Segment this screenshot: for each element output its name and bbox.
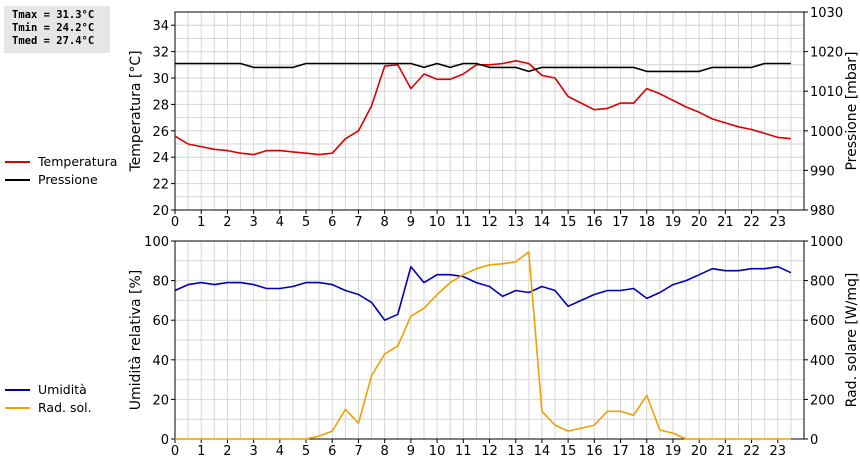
x-tick-label: 13 bbox=[507, 444, 524, 459]
y-tick-label: 34 bbox=[152, 19, 169, 34]
x-tick-label: 16 bbox=[586, 444, 603, 459]
x-tick-label: 13 bbox=[507, 215, 524, 230]
y-tick-label: 28 bbox=[152, 98, 169, 113]
y2-tick-label: 1010 bbox=[810, 85, 843, 100]
y2-tick-label: 400 bbox=[810, 354, 835, 369]
y2-tick-label: 0 bbox=[810, 433, 818, 448]
y2-axis-label: Pressione [mbar] bbox=[844, 51, 860, 170]
x-tick-label: 8 bbox=[381, 215, 389, 230]
x-tick-label: 2 bbox=[223, 444, 231, 459]
x-tick-label: 17 bbox=[612, 444, 629, 459]
x-tick-label: 2 bbox=[223, 215, 231, 230]
x-tick-label: 11 bbox=[455, 215, 472, 230]
x-tick-label: 8 bbox=[381, 444, 389, 459]
y2-tick-label: 990 bbox=[810, 164, 835, 179]
y-tick-label: 32 bbox=[152, 46, 169, 61]
x-tick-label: 9 bbox=[407, 215, 415, 230]
y-tick-label: 24 bbox=[152, 151, 169, 166]
y-tick-label: 100 bbox=[144, 235, 169, 250]
x-tick-label: 19 bbox=[665, 215, 682, 230]
x-tick-label: 12 bbox=[481, 444, 498, 459]
y2-tick-label: 1000 bbox=[810, 235, 843, 250]
x-tick-label: 1 bbox=[197, 215, 205, 230]
series-line-left bbox=[174, 265, 792, 322]
x-tick-label: 10 bbox=[429, 215, 446, 230]
humidity-radiation-chart: 0 1 2 3 4 5 6 7 8 9 10 11 12 13 14 15 16 17 18 19 20 21 22 2302… bbox=[5, 235, 860, 459]
stat-tmin: Tmin = 24.2°C bbox=[12, 22, 95, 34]
y-tick-label: 22 bbox=[152, 178, 169, 193]
legend-label: Pressione bbox=[38, 172, 98, 187]
grid bbox=[174, 11, 805, 211]
x-tick-label: 0 bbox=[171, 215, 179, 230]
x-tick-label: 4 bbox=[276, 444, 284, 459]
x-tick-label: 21 bbox=[717, 215, 734, 230]
y-tick-label: 20 bbox=[152, 204, 169, 219]
x-tick-label: 21 bbox=[717, 444, 734, 459]
x-tick-label: 5 bbox=[302, 444, 310, 459]
legend-label: Umidità bbox=[38, 382, 87, 397]
x-tick-label: 4 bbox=[276, 215, 284, 230]
legend-label: Rad. sol. bbox=[38, 400, 92, 415]
series-line-right bbox=[175, 62, 791, 73]
y2-axis-label: Rad. solare [W/mq] bbox=[844, 273, 860, 408]
x-tick-label: 11 bbox=[455, 444, 472, 459]
y-tick-label: 0 bbox=[161, 433, 169, 448]
y-tick-label: 26 bbox=[152, 125, 169, 140]
x-tick-label: 15 bbox=[560, 215, 577, 230]
x-tick-label: 16 bbox=[586, 215, 603, 230]
x-tick-label: 12 bbox=[481, 215, 498, 230]
x-tick-label: 7 bbox=[354, 215, 362, 230]
x-tick-label: 7 bbox=[354, 444, 362, 459]
x-tick-label: 18 bbox=[638, 444, 655, 459]
y-tick-label: 40 bbox=[152, 354, 169, 369]
x-tick-label: 10 bbox=[429, 444, 446, 459]
y2-tick-label: 1000 bbox=[810, 125, 843, 140]
x-tick-label: 14 bbox=[534, 444, 551, 459]
y2-tick-label: 980 bbox=[810, 204, 835, 219]
temperature-pressure-chart: 0 1 2 3 4 5 6 7 8 9 10 11 12 13 14 15 16 17 18 19 20 21 22 2320… bbox=[5, 6, 860, 230]
x-tick-label: 15 bbox=[560, 444, 577, 459]
legend-label: Temperatura bbox=[37, 154, 117, 169]
y-tick-label: 80 bbox=[152, 275, 169, 290]
y2-tick-label: 1030 bbox=[810, 6, 843, 21]
y-tick-label: 20 bbox=[152, 393, 169, 408]
x-tick-label: 9 bbox=[407, 444, 415, 459]
x-tick-label: 22 bbox=[743, 444, 760, 459]
x-tick-label: 0 bbox=[171, 444, 179, 459]
x-tick-label: 3 bbox=[249, 215, 257, 230]
x-tick-label: 14 bbox=[534, 215, 551, 230]
y-tick-label: 30 bbox=[152, 72, 169, 87]
y-axis-label: Umidità relativa [%] bbox=[128, 270, 144, 411]
x-tick-label: 22 bbox=[743, 215, 760, 230]
stats-box: Tmax = 31.3°C Tmin = 24.2°C Tmed = 27.4°… bbox=[4, 6, 110, 53]
x-tick-label: 23 bbox=[770, 215, 787, 230]
x-tick-label: 23 bbox=[770, 444, 787, 459]
series-line-left bbox=[174, 59, 791, 156]
y-tick-label: 60 bbox=[152, 314, 169, 329]
x-tick-label: 5 bbox=[302, 215, 310, 230]
x-tick-label: 3 bbox=[249, 444, 257, 459]
x-tick-label: 18 bbox=[638, 215, 655, 230]
stat-tmed: Tmed = 27.4°C bbox=[12, 35, 95, 47]
y2-tick-label: 600 bbox=[810, 314, 835, 329]
y-axis-label: Temperatura [°C] bbox=[128, 50, 144, 172]
y2-tick-label: 800 bbox=[810, 275, 835, 290]
x-tick-label: 1 bbox=[197, 444, 205, 459]
series-line-right bbox=[175, 251, 791, 440]
stat-tmax: Tmax = 31.3°C bbox=[12, 9, 95, 21]
x-tick-label: 6 bbox=[328, 444, 336, 459]
x-tick-label: 6 bbox=[328, 215, 336, 230]
x-tick-label: 20 bbox=[691, 215, 708, 230]
x-tick-label: 19 bbox=[665, 444, 682, 459]
x-tick-label: 17 bbox=[612, 215, 629, 230]
y2-tick-label: 200 bbox=[810, 393, 835, 408]
y2-tick-label: 1020 bbox=[810, 46, 843, 61]
x-tick-label: 20 bbox=[691, 444, 708, 459]
